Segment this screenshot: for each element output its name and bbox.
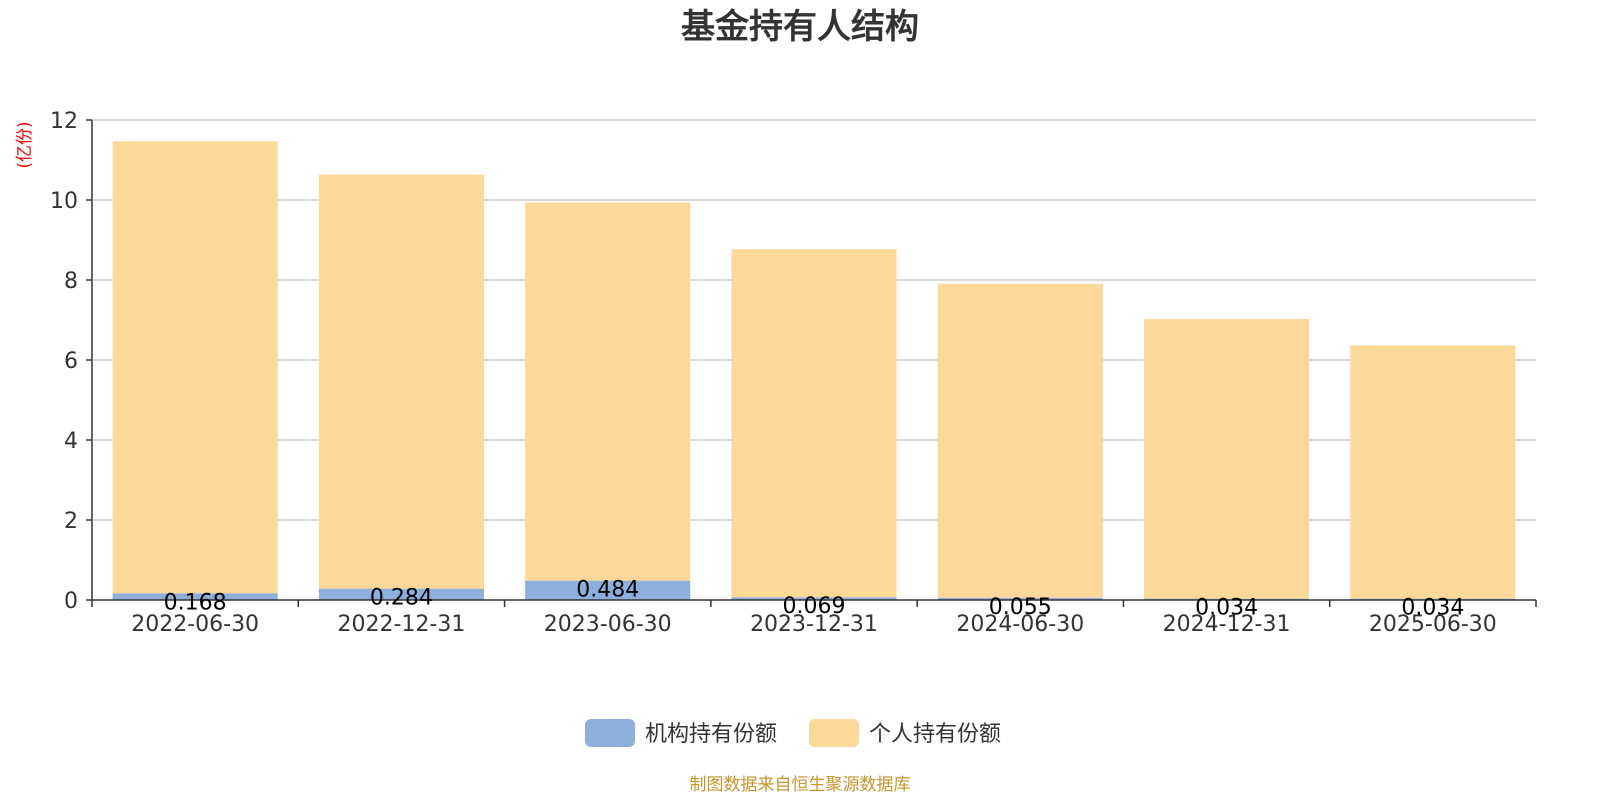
x-tick-label: 2022-12-31: [337, 612, 465, 637]
y-axis-label: (亿份): [15, 121, 35, 168]
data-label: 0.055: [989, 595, 1052, 620]
x-tick-label: 2024-12-31: [1163, 612, 1291, 637]
bar-series-0-3[interactable]: [731, 597, 897, 600]
data-label: 0.484: [576, 578, 639, 603]
data-label: 0.034: [1195, 596, 1258, 621]
legend-label-0[interactable]: 机构持有份额: [645, 722, 777, 747]
bar-series-1-5[interactable]: [1144, 319, 1310, 599]
x-tick-label: 2023-06-30: [544, 612, 672, 637]
bar-series-1-3[interactable]: [731, 249, 897, 598]
chart-title: 基金持有人结构: [681, 7, 919, 47]
bar-series-1-6[interactable]: [1350, 345, 1516, 599]
bars: [112, 141, 1516, 600]
bar-series-1-2[interactable]: [525, 202, 691, 581]
bar-series-1-1[interactable]: [318, 174, 484, 589]
y-tick-label: 2: [64, 509, 78, 534]
x-tick-label: 2022-06-30: [131, 612, 259, 637]
data-label: 0.069: [783, 594, 846, 619]
x-tick-label: 2025-06-30: [1369, 612, 1497, 637]
y-tick-label: 6: [64, 349, 78, 374]
data-label: 0.168: [164, 590, 227, 615]
bar-series-0-2[interactable]: [525, 580, 691, 600]
legend[interactable]: 机构持有份额 个人持有份额: [585, 719, 1001, 747]
y-tick-label: 10: [50, 189, 78, 214]
x-tick-label: 2023-12-31: [750, 612, 878, 637]
bar-series-0-4[interactable]: [937, 597, 1103, 600]
y-tick-label: 8: [64, 269, 78, 294]
y-tick-label: 4: [64, 429, 78, 454]
data-labels: 0.168 0.284 0.484 0.069 0.055 0.034 0.034: [164, 578, 1465, 621]
x-tick-label: 2024-06-30: [956, 612, 1084, 637]
legend-label-1[interactable]: 个人持有份额: [869, 722, 1001, 747]
y-tick-label: 12: [50, 109, 78, 134]
bar-series-1-4[interactable]: [937, 283, 1103, 598]
data-label: 0.284: [370, 586, 433, 611]
source-note: 制图数据来自恒生聚源数据库: [690, 775, 911, 795]
legend-swatch-1[interactable]: [809, 719, 859, 747]
axes: 0 2 4 6 8 10 12 2022-06-30 2022-12-31 2023-06-30 2…: [50, 109, 1537, 637]
bar-series-1-0[interactable]: [112, 141, 278, 594]
bar-series-0-0[interactable]: [112, 593, 278, 600]
legend-swatch-0[interactable]: [585, 719, 635, 747]
data-label: 0.034: [1401, 596, 1464, 621]
y-tick-label: 0: [64, 589, 78, 614]
bar-series-0-1[interactable]: [318, 588, 484, 600]
